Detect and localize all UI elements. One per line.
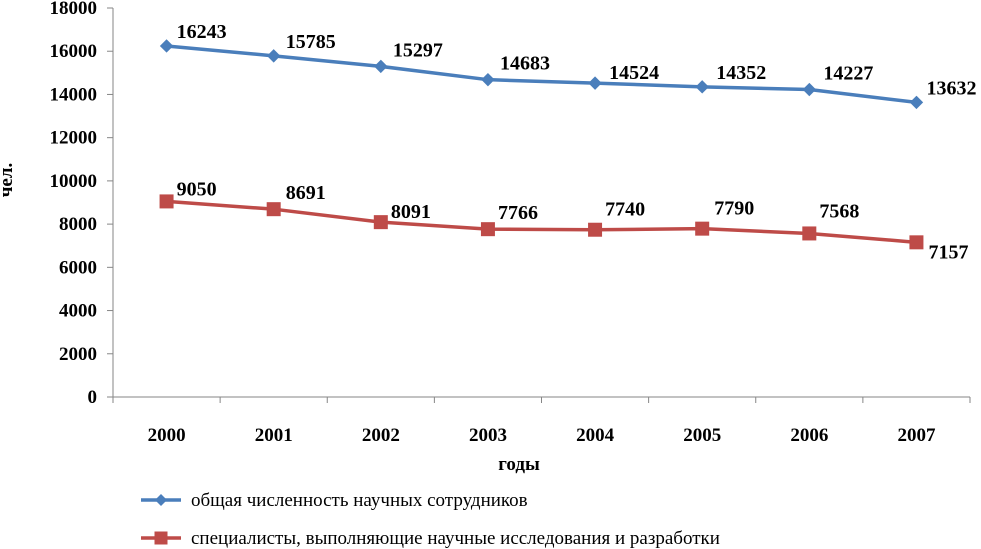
y-tick-label: 8000 <box>59 214 97 235</box>
x-tick-label: 2003 <box>469 425 507 446</box>
y-tick-label: 18000 <box>50 0 98 19</box>
data-label: 7790 <box>714 198 754 220</box>
data-point-diamond <box>374 59 388 74</box>
data-point-diamond <box>802 82 817 97</box>
data-point-square <box>802 226 817 241</box>
legend-label: специалисты, выполняющие научные исследо… <box>191 528 720 549</box>
x-tick-label: 2002 <box>362 425 400 446</box>
y-tick-label: 4000 <box>59 301 97 322</box>
data-label: 15297 <box>393 39 443 61</box>
data-point-square <box>373 215 388 230</box>
legend-marker-diamond <box>155 494 167 506</box>
x-tick-label: 2005 <box>683 425 721 446</box>
data-point-square <box>695 221 710 236</box>
data-label: 7157 <box>928 241 968 263</box>
data-label: 8691 <box>286 182 326 204</box>
x-tick-label: 2006 <box>790 425 828 446</box>
x-tick-label: 2004 <box>576 425 615 446</box>
data-point-diamond <box>159 39 174 53</box>
x-axis-title: годы <box>498 454 540 475</box>
data-label: 14683 <box>500 53 550 75</box>
data-point-diamond <box>588 76 602 90</box>
data-point-diamond <box>266 49 281 63</box>
y-tick-label: 16000 <box>50 41 98 62</box>
data-label: 14524 <box>609 62 659 84</box>
x-tick-label: 2001 <box>255 425 293 446</box>
y-tick-label: 14000 <box>50 84 98 105</box>
data-point-diamond <box>481 72 495 87</box>
data-label: 14227 <box>823 63 873 85</box>
data-point-square <box>266 202 281 217</box>
data-label: 7766 <box>498 202 538 224</box>
data-point-square <box>909 235 924 250</box>
series-line-2 <box>166 199 917 245</box>
data-label: 16243 <box>177 21 227 43</box>
x-tick-labels: 2000 2001 2002 2003 2004 2005 2006 2007 <box>148 425 936 446</box>
legend-marker-square <box>154 531 168 545</box>
data-label: 7740 <box>605 199 645 221</box>
series-group <box>159 39 924 250</box>
data-point-diamond <box>695 80 709 94</box>
x-tick-label: 2000 <box>148 425 186 446</box>
data-label: 13632 <box>926 77 976 99</box>
data-point-diamond <box>909 95 924 110</box>
data-labels: 16243 15785 15297 14683 14524 14352 14227 13632… <box>177 21 977 263</box>
legend: общая численность научных сотрудников спе… <box>141 490 720 549</box>
y-tick-label: 12000 <box>50 128 98 149</box>
data-label: 15785 <box>286 31 336 53</box>
data-point-square <box>159 194 174 209</box>
data-point-square <box>588 222 603 237</box>
y-tick-label: 2000 <box>59 344 97 365</box>
y-axis-title: чел. <box>0 163 17 198</box>
y-tick-labels: 0 2000 4000 6000 8000 10000 12000 14000 16000 180… <box>50 0 98 408</box>
data-label: 7568 <box>819 200 859 222</box>
series-line-1 <box>166 44 917 105</box>
data-label: 8091 <box>391 201 431 223</box>
data-label: 9050 <box>177 178 217 200</box>
axes <box>107 7 971 403</box>
data-point-square <box>480 222 495 237</box>
y-tick-label: 6000 <box>59 257 97 278</box>
y-tick-label: 10000 <box>50 171 98 192</box>
y-tick-label: 0 <box>88 387 98 408</box>
legend-label: общая численность научных сотрудников <box>191 490 528 511</box>
data-label: 14352 <box>716 62 766 84</box>
x-tick-label: 2007 <box>897 425 936 446</box>
